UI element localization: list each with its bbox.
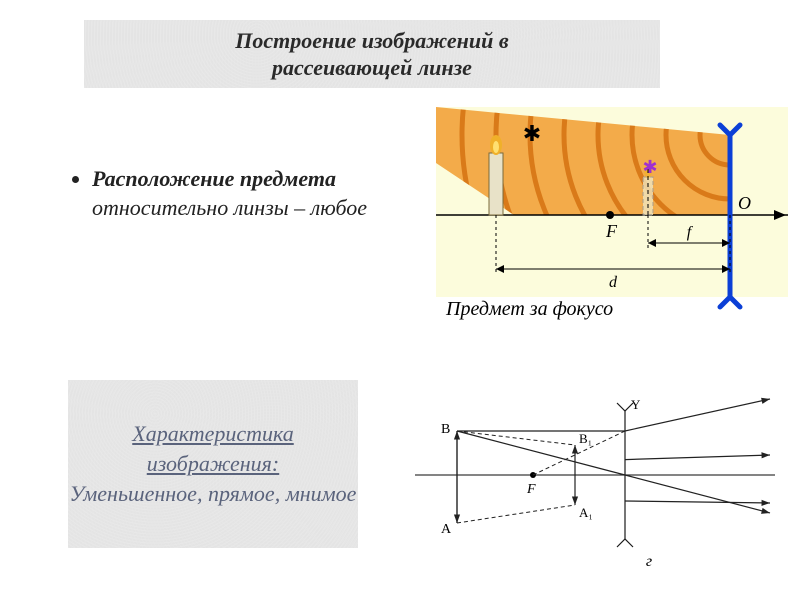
diagram-bottom-svg: Y A B F B₁ A₁ г [415, 395, 775, 570]
svg-text:F: F [605, 221, 618, 241]
title-line2-rest: линзе [418, 55, 472, 80]
characteristics-box: Характеристика изображения: Уменьшенное,… [68, 380, 358, 548]
title-box: Построение изображений в рассеивающей ли… [84, 20, 660, 88]
bullet-box: Расположение предмета относительно линзы… [70, 165, 385, 222]
svg-text:г: г [646, 553, 652, 570]
bullet-rest: относительно линзы – любое [92, 195, 367, 220]
diagram-top: FO✱✱fdПредмет за фокусо [436, 107, 788, 329]
svg-text:✱: ✱ [642, 157, 657, 177]
svg-text:B₁: B₁ [579, 431, 592, 446]
bullet-bold: Расположение предмета [92, 166, 336, 191]
svg-text:Y: Y [631, 397, 641, 412]
slide-title: Построение изображений в рассеивающей ли… [235, 27, 508, 82]
svg-text:✱: ✱ [523, 121, 541, 146]
svg-text:B: B [441, 422, 450, 437]
diagram-bottom: Y A B F B₁ A₁ г [415, 395, 775, 570]
svg-text:A: A [441, 522, 452, 537]
svg-text:d: d [609, 274, 618, 291]
slide: Построение изображений в рассеивающей ли… [0, 0, 800, 600]
svg-text:F: F [526, 482, 536, 497]
bullet-item: Расположение предмета относительно линзы… [92, 165, 385, 222]
svg-text:Предмет за фокусо: Предмет за фокусо [445, 298, 613, 320]
diagram-top-svg: FO✱✱fdПредмет за фокусо [436, 107, 788, 329]
title-line1: Построение изображений в [235, 28, 508, 53]
characteristics-text: Характеристика изображения: Уменьшенное,… [68, 419, 358, 508]
svg-text:O: O [738, 193, 751, 213]
svg-text:A₁: A₁ [579, 505, 593, 520]
characteristics-body: Уменьшенное, прямое, мнимое [70, 481, 357, 506]
characteristics-heading: Характеристика изображения: [68, 419, 358, 478]
title-line2-em: рассеивающей [272, 55, 412, 80]
